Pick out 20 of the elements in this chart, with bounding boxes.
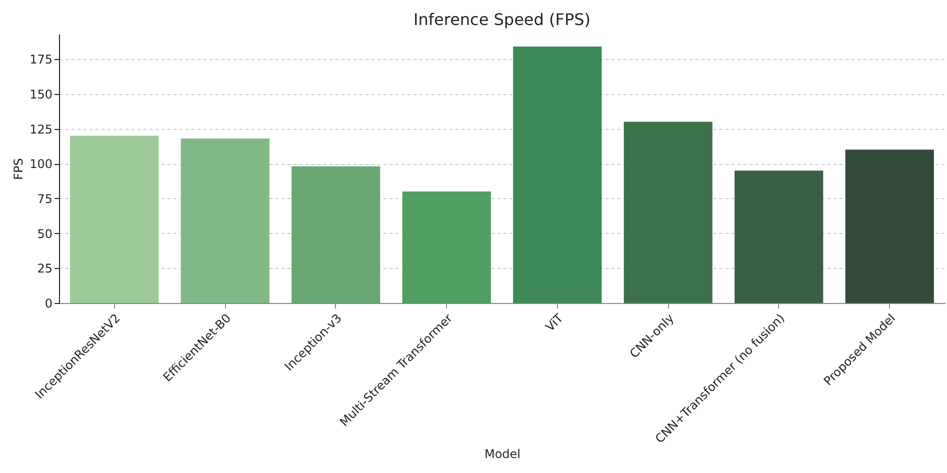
y-tick-label: 0 bbox=[44, 296, 52, 310]
x-axis-title: Model bbox=[484, 447, 521, 462]
bar bbox=[845, 150, 934, 303]
y-tick-label: 75 bbox=[37, 192, 52, 206]
x-tick-label: ViT bbox=[542, 310, 566, 334]
bar bbox=[292, 166, 380, 303]
y-tick-label: 100 bbox=[30, 157, 52, 172]
bar bbox=[513, 46, 602, 303]
y-axis-title: FPS bbox=[12, 158, 26, 180]
chart-title: Inference Speed (FPS) bbox=[413, 10, 591, 29]
bar bbox=[180, 138, 270, 303]
y-tick-label: 25 bbox=[37, 262, 52, 276]
bar bbox=[70, 136, 159, 303]
y-tick-label: 175 bbox=[30, 52, 52, 67]
y-tick-label: 125 bbox=[30, 122, 52, 136]
y-tick-label: 150 bbox=[30, 87, 52, 102]
bar bbox=[402, 191, 491, 303]
y-tick-label: 50 bbox=[37, 226, 52, 241]
bar bbox=[624, 122, 712, 303]
bar bbox=[734, 170, 824, 303]
